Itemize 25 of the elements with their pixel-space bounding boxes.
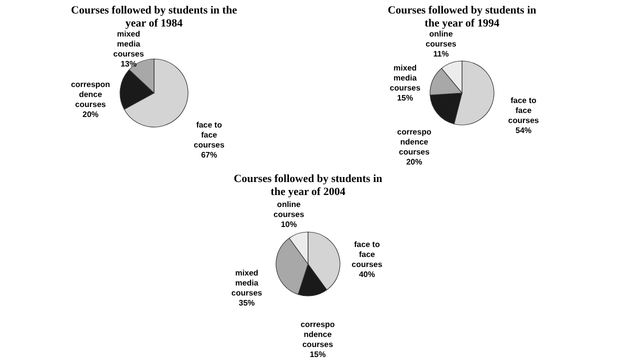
- data-label: 15%: [397, 93, 414, 102]
- slice-label: mixed media courses: [113, 29, 144, 58]
- data-label: 54%: [516, 126, 532, 135]
- slice-label: face to face courses: [508, 96, 540, 125]
- data-label: 40%: [358, 270, 375, 279]
- data-label: 20%: [406, 158, 422, 167]
- slice-label: correspo ndence courses: [397, 128, 432, 157]
- chart-title: Courses followed by students in the year of 1994: [388, 4, 536, 30]
- data-label: 11%: [433, 50, 449, 59]
- slice-label: face to face courses: [352, 240, 383, 269]
- chart-title: Courses followed by students in the year of 1984: [71, 4, 238, 30]
- data-label: 13%: [120, 59, 137, 68]
- slice-label: correspon dence courses: [70, 80, 110, 109]
- slice-label: online courses: [273, 200, 305, 220]
- data-label: 35%: [238, 298, 255, 308]
- chart-title: Courses followed by students in the year of 2004: [234, 173, 382, 198]
- slice-label: mixed media courses: [231, 268, 263, 298]
- data-label: 15%: [310, 350, 326, 360]
- slice-label: mixed media courses: [390, 63, 421, 92]
- data-label: 67%: [201, 150, 218, 160]
- slice-label: correspo ndence courses: [300, 320, 335, 350]
- slice-label: face to face courses: [194, 120, 225, 150]
- data-label: 20%: [82, 110, 99, 119]
- data-label: 10%: [280, 220, 297, 230]
- slice-label: online courses: [426, 30, 457, 49]
